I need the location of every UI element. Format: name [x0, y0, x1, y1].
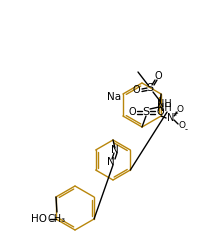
Text: HO: HO [31, 214, 47, 224]
Text: S: S [142, 107, 150, 117]
Text: -: - [184, 125, 188, 134]
Text: N: N [107, 157, 115, 167]
Text: CH₃: CH₃ [48, 214, 66, 224]
Text: O: O [154, 71, 162, 81]
Text: +: + [172, 111, 178, 117]
Text: O: O [177, 105, 183, 115]
Text: Na: Na [107, 92, 121, 102]
Text: NH: NH [157, 99, 171, 109]
Text: O: O [156, 107, 164, 117]
Text: N: N [167, 113, 175, 123]
Text: N: N [111, 145, 119, 155]
Text: O: O [132, 85, 140, 95]
Text: NH: NH [157, 103, 171, 113]
Text: O: O [128, 107, 136, 117]
Text: O: O [178, 122, 186, 130]
Text: S: S [146, 83, 154, 93]
